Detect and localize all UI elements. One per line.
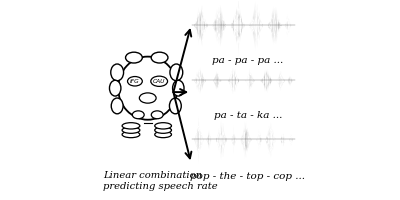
Ellipse shape — [151, 76, 168, 86]
Text: Linear combination
predicting speech rate: Linear combination predicting speech rat… — [103, 171, 218, 191]
Ellipse shape — [110, 80, 121, 96]
Ellipse shape — [170, 64, 183, 81]
Ellipse shape — [118, 57, 177, 120]
Ellipse shape — [139, 93, 156, 103]
Text: pa - ta - ka ...: pa - ta - ka ... — [214, 111, 282, 120]
Text: pop - the - top - cop ...: pop - the - top - cop ... — [190, 172, 305, 181]
Ellipse shape — [132, 111, 144, 119]
Ellipse shape — [155, 127, 172, 133]
Ellipse shape — [170, 98, 181, 114]
Text: IFG: IFG — [130, 79, 140, 84]
Ellipse shape — [126, 52, 142, 63]
Text: pa - pa - pa ...: pa - pa - pa ... — [212, 56, 284, 65]
Text: CAU: CAU — [153, 79, 165, 84]
Ellipse shape — [128, 77, 142, 86]
Ellipse shape — [172, 80, 184, 96]
Ellipse shape — [155, 131, 172, 138]
Ellipse shape — [122, 131, 140, 138]
Ellipse shape — [122, 127, 140, 133]
Ellipse shape — [151, 111, 163, 119]
Ellipse shape — [122, 123, 140, 129]
Ellipse shape — [111, 98, 123, 114]
Ellipse shape — [111, 64, 124, 81]
Ellipse shape — [155, 123, 172, 129]
Ellipse shape — [151, 52, 168, 63]
